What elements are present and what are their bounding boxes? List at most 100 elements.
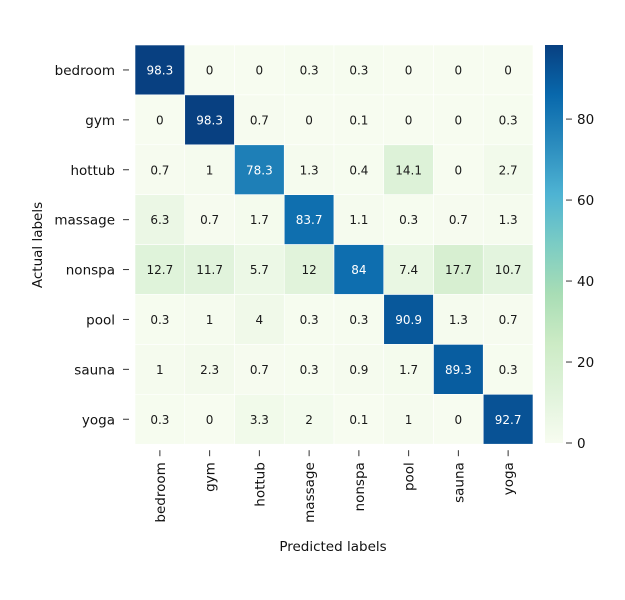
- cell-value-label: 17.7: [445, 263, 472, 277]
- cell-value-label: 0.9: [349, 363, 368, 377]
- cell-value-label: 6.3: [150, 213, 169, 227]
- cell-bedroom-hottub: [234, 44, 285, 96]
- cell-yoga-pool: [383, 393, 434, 445]
- cell-value-label: 0.3: [499, 363, 518, 377]
- cell-value-label: 1: [405, 413, 413, 427]
- cell-sauna-bedroom: [134, 344, 186, 395]
- cell-value-label: 0.1: [349, 113, 368, 127]
- cell-gym-massage: [283, 94, 335, 146]
- cell-value-label: 0: [455, 63, 463, 77]
- cell-yoga-nonspa: [333, 393, 385, 445]
- cell-value-label: 3.3: [250, 413, 269, 427]
- cell-gym-nonspa: [333, 94, 385, 146]
- cell-value-label: 0.3: [150, 413, 169, 427]
- x-tick-label-massage: massage: [302, 462, 318, 523]
- y-tick-label-massage: massage: [54, 213, 115, 229]
- cell-value-label: 0: [455, 113, 463, 127]
- cell-gym-gym: [184, 94, 235, 146]
- cell-massage-bedroom: [134, 194, 186, 245]
- cell-pool-sauna: [433, 294, 484, 345]
- cell-value-label: 0: [305, 113, 313, 127]
- cell-bedroom-gym: [184, 44, 235, 96]
- cell-value-label: 0.3: [300, 363, 319, 377]
- cell-value-label: 0: [405, 63, 413, 77]
- cell-value-label: 0.3: [300, 313, 319, 327]
- cell-value-label: 98.3: [147, 63, 174, 77]
- cell-value-label: 12.7: [147, 263, 174, 277]
- cell-value-label: 1.3: [499, 213, 518, 227]
- cell-value-label: 0: [256, 63, 264, 77]
- cell-value-label: 1.7: [250, 213, 269, 227]
- cell-hottub-yoga: [482, 144, 534, 196]
- cell-value-label: 1: [206, 163, 214, 177]
- colorbar-tick-label-60: 60: [577, 193, 594, 209]
- colorbar-tick-label-0: 0: [577, 436, 586, 452]
- cell-value-label: 0: [405, 113, 413, 127]
- cell-value-label: 1.1: [349, 213, 368, 227]
- y-tick-label-bedroom: bedroom: [55, 63, 115, 79]
- cell-nonspa-sauna: [433, 244, 484, 295]
- colorbar-tick-label-20: 20: [577, 355, 594, 371]
- cell-value-label: 0: [206, 413, 214, 427]
- cell-yoga-hottub: [234, 393, 285, 445]
- cell-value-label: 5.7: [250, 263, 269, 277]
- cell-yoga-bedroom: [134, 393, 186, 445]
- cell-value-label: 0: [206, 63, 214, 77]
- cell-value-label: 1: [156, 363, 164, 377]
- x-tick-label-pool: pool: [402, 462, 418, 491]
- cell-value-label: 0.7: [200, 213, 219, 227]
- cell-bedroom-bedroom: [134, 44, 186, 96]
- cell-value-label: 0.7: [150, 163, 169, 177]
- cell-hottub-hottub: [234, 144, 285, 196]
- cell-value-label: 98.3: [196, 113, 223, 127]
- x-tick-label-sauna: sauna: [451, 462, 467, 503]
- cell-value-label: 1.7: [399, 363, 418, 377]
- cell-pool-nonspa: [333, 294, 385, 345]
- cell-value-label: 0.7: [250, 113, 269, 127]
- cell-value-label: 1.3: [449, 313, 468, 327]
- cell-value-label: 0.1: [349, 413, 368, 427]
- cell-hottub-massage: [283, 144, 335, 196]
- y-tick-label-pool: pool: [86, 312, 115, 328]
- cell-value-label: 2.7: [499, 163, 518, 177]
- colorbar-tick-label-80: 80: [577, 112, 594, 128]
- cell-sauna-sauna: [433, 344, 484, 395]
- cell-value-label: 10.7: [495, 263, 522, 277]
- cell-hottub-pool: [383, 144, 434, 196]
- cell-value-label: 0.3: [349, 63, 368, 77]
- cell-value-label: 92.7: [495, 413, 522, 427]
- colorbar-scale: [545, 45, 563, 443]
- cell-value-label: 0.3: [300, 63, 319, 77]
- cell-value-label: 0.7: [449, 213, 468, 227]
- cell-nonspa-pool: [383, 244, 434, 295]
- y-tick-label-nonspa: nonspa: [66, 263, 115, 279]
- y-axis-label: Actual labels: [30, 202, 46, 288]
- y-axis-ticks: bedroom gym hottub massage nonspa pool sauna yo…: [54, 63, 129, 428]
- cell-hottub-gym: [184, 144, 235, 196]
- cell-value-label: 0.4: [349, 163, 368, 177]
- cell-value-label: 0.3: [499, 113, 518, 127]
- x-tick-label-yoga: yoga: [501, 462, 517, 495]
- colorbar-tick-label-40: 40: [577, 274, 594, 290]
- cell-yoga-yoga: [482, 393, 534, 445]
- cell-hottub-nonspa: [333, 144, 385, 196]
- cell-value-label: 0.3: [150, 313, 169, 327]
- cell-hottub-sauna: [433, 144, 484, 196]
- cell-bedroom-yoga: [482, 44, 534, 96]
- cell-bedroom-massage: [283, 44, 335, 96]
- y-tick-label-hottub: hottub: [70, 163, 115, 179]
- cell-gym-yoga: [482, 94, 534, 146]
- x-axis-label: Predicted labels: [279, 539, 386, 555]
- cell-value-label: 11.7: [196, 263, 223, 277]
- x-tick-label-nonspa: nonspa: [352, 462, 368, 511]
- cell-value-label: 78.3: [246, 163, 273, 177]
- cell-pool-yoga: [482, 294, 534, 345]
- cell-sauna-yoga: [482, 344, 534, 395]
- cell-nonspa-nonspa: [333, 244, 385, 295]
- cell-massage-massage: [283, 194, 335, 245]
- cell-value-label: 0: [455, 163, 463, 177]
- cell-nonspa-yoga: [482, 244, 534, 295]
- cell-hottub-bedroom: [134, 144, 186, 196]
